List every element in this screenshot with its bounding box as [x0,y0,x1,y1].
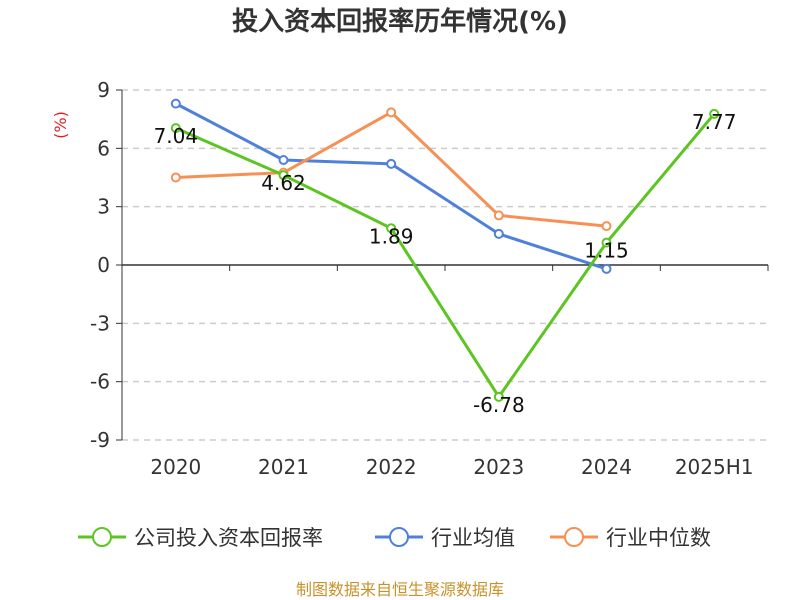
y-tick-labels: 9 6 3 0 -3 -6 -9 [90,78,110,452]
x-tick-label: 2022 [366,455,417,479]
data-point[interactable] [601,221,612,232]
data-point[interactable] [386,107,397,118]
data-point[interactable] [170,172,181,183]
series-line [175,110,607,228]
chart-title: 投入资本回报率历年情况(%) [232,6,568,37]
y-tick-label: -3 [90,311,110,335]
legend-item[interactable]: 行业均值 [375,526,515,550]
x-tick-label: 2020 [150,455,201,479]
series-line [175,112,716,399]
x-tick-label: 2025H1 [675,455,754,479]
data-point[interactable] [493,391,504,402]
data-point[interactable] [709,108,720,119]
y-axis-unit: (%) [51,111,70,139]
x-tick-label: 2024 [581,455,632,479]
data-labels: 7.04 4.62 1.89 -6.78 1.15 7.77 [154,110,737,417]
data-label: 7.04 [154,124,199,148]
grid-lines [122,89,768,441]
legend-swatch-marker [389,527,409,547]
data-point[interactable] [493,228,504,239]
y-tick-label: 3 [97,195,110,219]
data-label: 1.15 [584,239,629,263]
data-point[interactable] [170,98,181,109]
source-note: 制图数据来自恒生聚源数据库 [296,580,504,599]
data-point[interactable] [386,223,397,234]
data-point[interactable] [278,155,289,165]
legend-swatch-marker [92,527,112,547]
legend-swatch-marker [564,527,584,547]
legend-item[interactable]: 公司投入资本回报率 [78,526,323,550]
y-tick-label: 6 [97,136,110,160]
data-label: -6.78 [473,393,525,417]
legend-item[interactable]: 行业中位数 [550,526,711,550]
x-tick-label: 2021 [258,455,309,479]
data-label: 4.62 [261,171,306,195]
x-tick-labels: 2020 2021 2022 2023 2024 2025H1 [150,455,753,479]
y-tick-label: -9 [90,428,110,452]
data-point[interactable] [601,263,612,274]
legend-label: 行业中位数 [606,526,711,550]
y-tick-label: 0 [97,253,110,277]
data-point[interactable] [493,210,504,221]
data-point[interactable] [170,123,181,134]
legend-label: 行业均值 [431,526,515,550]
series-lines [170,98,720,402]
axes [116,89,769,441]
data-point[interactable] [601,237,612,248]
data-label: 7.77 [692,110,737,134]
legend-label: 公司投入资本回报率 [134,526,323,550]
x-tick-label: 2023 [473,455,524,479]
data-point[interactable] [386,158,397,169]
y-tick-label: -6 [90,370,110,394]
data-point[interactable] [278,170,289,181]
y-tick-label: 9 [97,78,110,102]
legend[interactable]: 公司投入资本回报率 行业均值 行业中位数 [78,526,711,550]
data-label: 1.89 [369,224,414,248]
